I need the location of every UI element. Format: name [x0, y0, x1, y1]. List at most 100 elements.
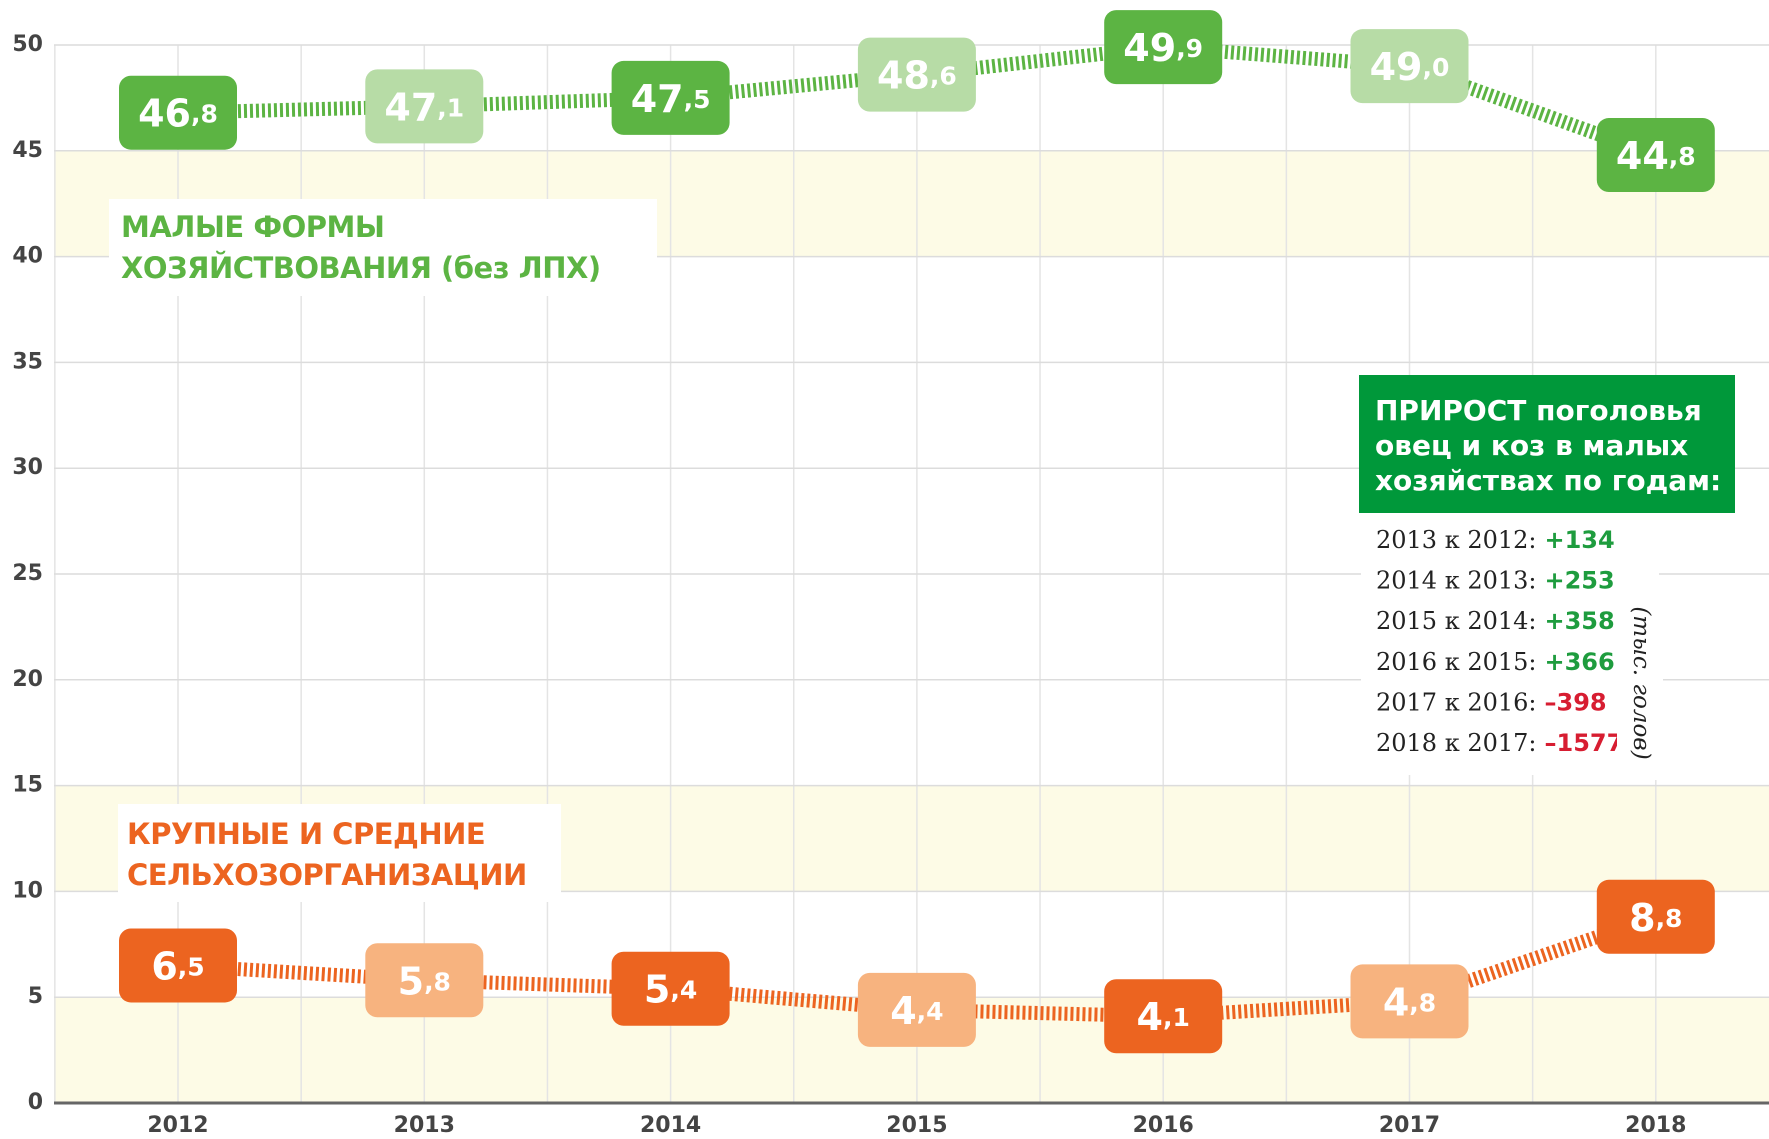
info-box-title: хозяйствах по годам:	[1375, 464, 1721, 497]
y-tick-label: 35	[12, 349, 43, 374]
value-label: 6,5	[151, 944, 204, 988]
y-tick-label: 30	[12, 455, 43, 480]
value-label: 47,1	[384, 85, 464, 129]
info-row: 2013 к 2012: +134	[1376, 526, 1615, 555]
value-label-dec: ,9	[1176, 34, 1203, 63]
series-label: СЕЛЬХОЗОРГАНИЗАЦИИ	[127, 858, 527, 892]
value-label: 44,8	[1616, 134, 1696, 178]
value-box	[119, 928, 237, 1003]
series-label-bg	[118, 804, 561, 902]
info-row-label: 2017 к 2016:	[1376, 688, 1537, 716]
value-label-int: 44	[1616, 134, 1669, 178]
value-label-int: 47	[384, 85, 437, 129]
value-label-int: 47	[631, 76, 684, 120]
value-label-dec: ,5	[178, 952, 205, 981]
series-label-bg	[109, 199, 657, 296]
info-row-value: –1577	[1545, 729, 1624, 757]
info-row-value: +366	[1545, 648, 1615, 676]
value-label-dec: ,6	[930, 62, 957, 91]
value-box	[1596, 879, 1715, 954]
value-label-int: 49	[1123, 26, 1176, 70]
value-box	[365, 69, 484, 144]
x-tick-label: 2012	[147, 1113, 208, 1138]
series-label: МАЛЫЕ ФОРМЫ	[121, 210, 384, 244]
value-label-int: 4	[1137, 995, 1163, 1039]
value-label: 5,4	[644, 967, 697, 1011]
info-row-label: 2015 к 2014:	[1376, 607, 1537, 635]
value-label-dec: ,8	[191, 100, 218, 129]
value-label: 8,8	[1629, 895, 1682, 939]
value-label-int: 5	[398, 959, 424, 1003]
y-tick-label: 20	[12, 667, 43, 692]
value-box	[857, 972, 976, 1047]
value-box	[857, 37, 976, 112]
value-label-dec: ,0	[1422, 53, 1449, 82]
x-tick-label: 2016	[1133, 1113, 1194, 1138]
x-tick-label: 2017	[1379, 1113, 1440, 1138]
info-row: 2017 к 2016: –398	[1376, 688, 1607, 717]
value-label-int: 49	[1370, 45, 1423, 89]
value-label-dec: ,8	[1669, 142, 1696, 171]
y-tick-label: 50	[12, 32, 43, 57]
value-label: 48,6	[877, 53, 957, 97]
y-tick-label: 15	[12, 773, 43, 798]
value-label-dec: ,8	[424, 967, 451, 996]
info-row: 2018 к 2017: –1577	[1376, 729, 1623, 758]
info-box-title: овец и коз в малых	[1375, 429, 1688, 462]
info-row-value: –398	[1545, 688, 1607, 716]
x-tick-label: 2013	[394, 1113, 455, 1138]
info-row: 2015 к 2014: +358	[1376, 607, 1615, 636]
value-label-dec: ,8	[1409, 988, 1436, 1017]
info-row: 2014 к 2013: +253	[1376, 566, 1615, 595]
value-label-dec: ,4	[917, 997, 944, 1026]
value-label: 49,9	[1123, 26, 1203, 70]
y-tick-label: 10	[12, 878, 43, 903]
value-label: 4,4	[890, 988, 943, 1032]
info-box-title: ПРИРОСТ поголовья	[1375, 394, 1702, 427]
value-label-int: 4	[890, 988, 916, 1032]
info-row-value: +253	[1545, 567, 1615, 595]
value-box	[1350, 964, 1469, 1039]
info-row-value: +134	[1545, 526, 1615, 554]
info-box-rows-bg	[1361, 513, 1659, 775]
y-tick-label: 45	[12, 138, 43, 163]
x-tick-label: 2018	[1625, 1113, 1686, 1138]
value-label-dec: ,1	[437, 93, 464, 122]
info-row-label: 2016 к 2015:	[1376, 647, 1537, 675]
unit-label: (тыс. голов)	[1628, 606, 1654, 759]
y-tick-label: 5	[28, 984, 43, 1009]
value-label-int: 48	[877, 53, 930, 97]
y-tick-label: 25	[12, 561, 43, 586]
series-label: ХОЗЯЙСТВОВАНИЯ (без ЛПХ)	[121, 251, 601, 285]
info-row-label: 2013 к 2012:	[1376, 526, 1537, 554]
value-box	[365, 943, 484, 1018]
info-row-label: 2018 к 2017:	[1376, 729, 1537, 757]
x-tick-label: 2014	[640, 1113, 701, 1138]
value-label-dec: ,8	[1656, 904, 1683, 933]
unit-bg	[1617, 590, 1663, 780]
value-box	[611, 60, 730, 135]
value-box	[1350, 29, 1469, 104]
value-box	[1104, 979, 1223, 1054]
x-tick-label: 2015	[886, 1113, 947, 1138]
value-label: 5,8	[398, 959, 451, 1003]
value-label-int: 4	[1383, 980, 1409, 1024]
value-label-dec: ,4	[670, 976, 697, 1005]
value-label-dec: ,5	[684, 85, 711, 114]
value-box	[611, 951, 730, 1026]
value-box	[1104, 10, 1223, 85]
value-label-dec: ,1	[1163, 1003, 1190, 1032]
value-box	[119, 75, 237, 150]
value-label: 4,8	[1383, 980, 1436, 1024]
value-label: 46,8	[138, 91, 218, 135]
value-label-int: 46	[138, 91, 191, 135]
value-label: 47,5	[631, 76, 711, 120]
info-box-header	[1359, 375, 1735, 513]
value-label-int: 5	[644, 967, 670, 1011]
info-row: 2016 к 2015: +366	[1376, 647, 1615, 676]
value-label-int: 6	[151, 944, 177, 988]
info-row-value: +358	[1545, 607, 1615, 635]
series-label: КРУПНЫЕ И СРЕДНИЕ	[127, 817, 485, 851]
info-row-label: 2014 к 2013:	[1376, 566, 1537, 594]
